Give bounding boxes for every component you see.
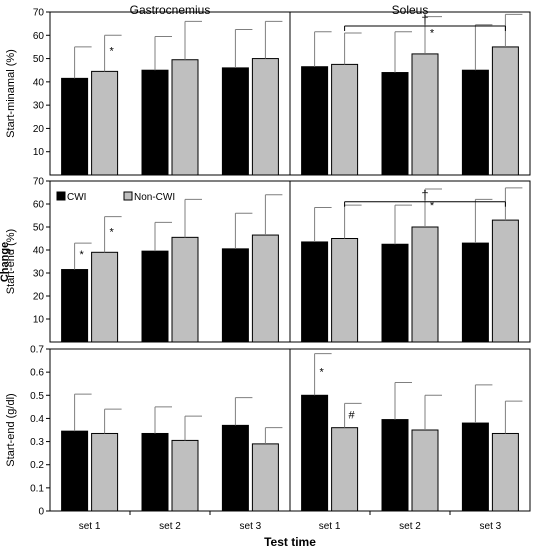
bar-non-cwi — [91, 70, 119, 176]
y-tick-label: 0 — [38, 507, 44, 518]
x-tick-label: set 2 — [399, 521, 421, 532]
legend-swatch-non-cwi — [123, 191, 133, 201]
bar-cwi — [301, 394, 329, 512]
bar-non-cwi — [171, 439, 199, 512]
y-tick-label: 30 — [33, 269, 45, 280]
x-tick-label: set 1 — [319, 521, 341, 532]
bar-non-cwi — [171, 59, 199, 176]
bar-non-cwi — [91, 251, 119, 343]
bar-cwi — [461, 242, 489, 343]
y-axis-label: Start-minamal (%) — [5, 49, 17, 138]
bar-non-cwi — [411, 226, 439, 343]
y-tick-label: 70 — [33, 177, 45, 188]
bracket-symbol: † — [421, 12, 428, 27]
bar-non-cwi — [91, 432, 119, 512]
bracket-symbol: † — [421, 188, 428, 203]
bar-cwi — [461, 69, 489, 176]
y-tick-label: 0.6 — [30, 368, 44, 379]
y-tick-label: 50 — [33, 54, 45, 65]
hash-mark: # — [349, 410, 356, 422]
legend-label-non-cwi: Non-CWI — [134, 192, 175, 203]
bar-non-cwi — [251, 58, 279, 176]
bar-non-cwi — [171, 236, 199, 343]
x-tick-label: set 3 — [240, 521, 262, 532]
bar-cwi — [381, 72, 409, 176]
x-tick-label: set 3 — [480, 521, 502, 532]
significance-star: * — [430, 27, 435, 39]
y-tick-label: 10 — [33, 315, 45, 326]
bar-cwi — [61, 77, 89, 176]
bar-cwi — [381, 419, 409, 512]
bar-non-cwi — [251, 443, 279, 512]
bar-cwi — [301, 241, 329, 343]
y-tick-label: 40 — [33, 77, 45, 88]
significance-star: * — [319, 366, 324, 378]
bar-non-cwi — [491, 46, 519, 176]
x-tick-label: set 1 — [79, 521, 101, 532]
y-tick-label: 70 — [33, 8, 45, 19]
bar-cwi — [141, 69, 169, 176]
x-tick-label: set 2 — [159, 521, 181, 532]
y-tick-label: 60 — [33, 31, 45, 42]
x-axis-label: Test time — [264, 535, 316, 549]
bar-non-cwi — [331, 427, 359, 512]
bar-cwi — [61, 430, 89, 512]
row-group-label: Change — [0, 242, 11, 282]
bar-cwi — [461, 422, 489, 512]
bar-non-cwi — [491, 219, 519, 343]
y-tick-label: 0.2 — [30, 460, 44, 471]
bar-cwi — [141, 432, 169, 512]
significance-star: * — [430, 200, 435, 212]
legend-label-cwi: CWI — [67, 192, 86, 203]
y-axis-label: Start-end (%) — [5, 229, 17, 294]
bar-non-cwi — [251, 234, 279, 343]
bar-non-cwi — [411, 429, 439, 512]
legend-swatch-cwi — [56, 191, 66, 201]
y-tick-label: 10 — [33, 147, 45, 158]
bar-cwi — [221, 248, 249, 343]
y-tick-label: 50 — [33, 223, 45, 234]
y-tick-label: 0.5 — [30, 391, 44, 402]
bar-cwi — [301, 66, 329, 176]
y-tick-label: 60 — [33, 200, 45, 211]
y-tick-label: 40 — [33, 246, 45, 257]
bar-cwi — [381, 243, 409, 343]
significance-star: * — [109, 227, 114, 239]
y-tick-label: 0.1 — [30, 483, 44, 494]
y-tick-label: 0.7 — [30, 345, 44, 356]
bar-non-cwi — [331, 238, 359, 343]
y-tick-label: 0.3 — [30, 437, 44, 448]
significance-star: * — [79, 249, 84, 261]
column-title: Soleus — [392, 3, 429, 17]
bar-non-cwi — [411, 53, 439, 176]
column-title: Gastrocnemius — [130, 3, 211, 17]
bar-cwi — [61, 269, 89, 343]
bar-cwi — [141, 250, 169, 343]
significance-star: * — [109, 46, 114, 58]
bar-non-cwi — [331, 63, 359, 176]
panel-frame-r1-p1 — [289, 180, 531, 343]
bar-non-cwi — [491, 432, 519, 512]
panel-frame-r0-p1 — [289, 11, 531, 176]
y-tick-label: 20 — [33, 292, 45, 303]
panel-frame-r2-p1 — [289, 348, 531, 512]
y-tick-label: 20 — [33, 124, 45, 135]
bar-cwi — [221, 67, 249, 176]
y-tick-label: 30 — [33, 101, 45, 112]
bar-cwi — [221, 424, 249, 512]
y-axis-label: Start-end (g/dl) — [5, 393, 17, 466]
y-tick-label: 0.4 — [30, 414, 44, 425]
